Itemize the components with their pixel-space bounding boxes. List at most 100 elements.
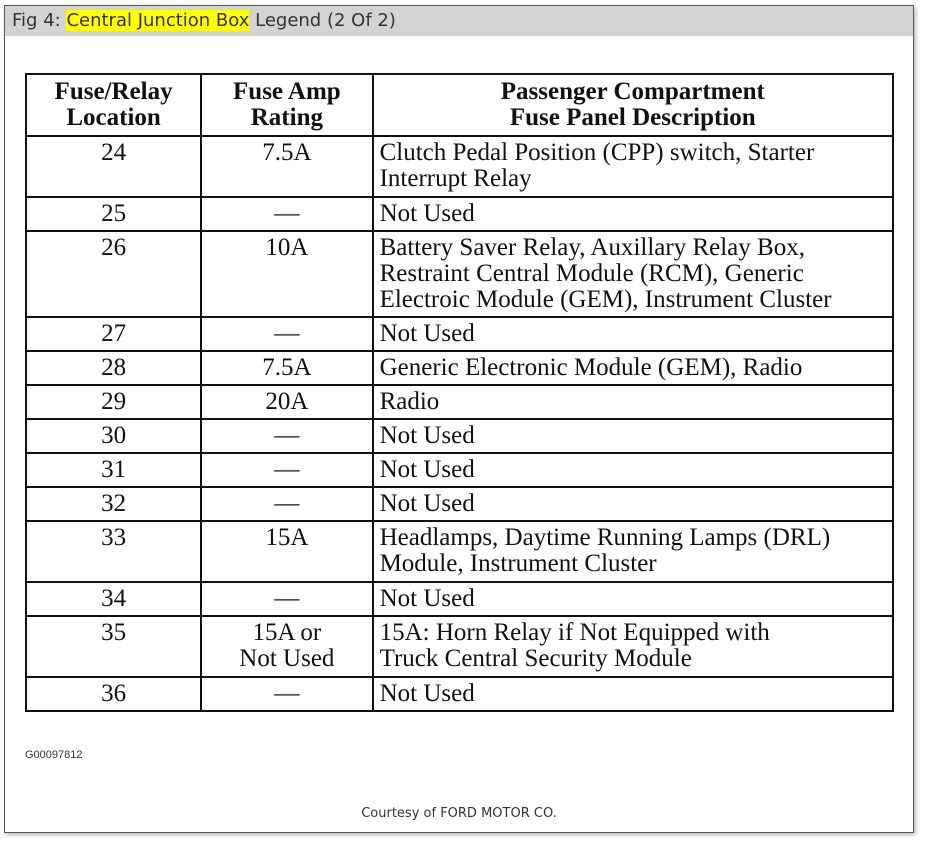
amp-cell: 7.5A: [200, 350, 374, 386]
description-cell: Clutch Pedal Position (CPP) switch, Star…: [371, 135, 895, 198]
amp-line: —: [274, 680, 300, 707]
location-cell: 29: [24, 384, 203, 420]
header-line: Passenger Compartment: [500, 78, 765, 105]
table-row: 25 — Not Used: [24, 196, 895, 232]
amp-line: 15A: [265, 524, 309, 551]
amp-cell: —: [200, 316, 374, 352]
amp-line: 20A: [265, 388, 309, 415]
description-line: Truck Central Security Module: [379, 645, 692, 672]
column-header: Fuse Amp Rating: [200, 73, 374, 137]
description-line: Clutch Pedal Position (CPP) switch, Star…: [379, 139, 815, 166]
description-cell: Not Used: [371, 676, 895, 712]
location-cell: 32: [24, 486, 203, 522]
location-cell: 31: [24, 452, 203, 488]
description-cell: Generic Electronic Module (GEM), Radio: [371, 350, 895, 386]
amp-cell: 15A or Not Used: [200, 615, 374, 678]
amp-cell: —: [200, 418, 374, 454]
figure-code: G00097812: [25, 749, 83, 761]
description-line: Interrupt Relay: [379, 165, 532, 192]
table-row: 27 — Not Used: [24, 316, 895, 352]
title-highlight: Central Junction Box: [66, 10, 250, 31]
title-prefix: Fig 4:: [12, 10, 67, 31]
amp-cell: —: [200, 196, 374, 232]
table-row: 24 7.5A Clutch Pedal Position (CPP) switch…: [24, 135, 895, 198]
description-cell: Battery Saver Relay, Auxillary Relay Box…: [371, 230, 895, 318]
description-line: Not Used: [379, 456, 475, 483]
description-cell: 15A: Horn Relay if Not Equipped with Truc…: [371, 615, 895, 678]
amp-line: —: [274, 320, 300, 347]
fuse-table: Fuse/Relay Location Fuse Amp Rating Passenge…: [24, 73, 895, 712]
header-line: Fuse Amp: [233, 78, 341, 105]
location-cell: 26: [24, 230, 203, 318]
description-line: Headlamps, Daytime Running Lamps (DRL): [379, 524, 831, 551]
description-line: Not Used: [379, 320, 475, 347]
column-header: Fuse/Relay Location: [24, 73, 203, 137]
amp-line: 15A or: [252, 619, 322, 646]
description-cell: Not Used: [371, 418, 895, 454]
location-cell: 28: [24, 350, 203, 386]
location-cell: 30: [24, 418, 203, 454]
courtesy-text: Courtesy of FORD MOTOR CO.: [361, 806, 557, 821]
amp-line: 10A: [265, 234, 309, 261]
description-line: Battery Saver Relay, Auxillary Relay Box…: [379, 234, 805, 261]
description-line: Module, Instrument Cluster: [379, 550, 657, 577]
column-header: Passenger Compartment Fuse Panel Descript…: [371, 73, 895, 137]
table-row: 29 20A Radio: [24, 384, 895, 420]
table-row: 31 — Not Used: [24, 452, 895, 488]
amp-cell: 7.5A: [200, 135, 374, 198]
amp-cell: 15A: [200, 520, 374, 583]
table-row: 30 — Not Used: [24, 418, 895, 454]
amp-line: —: [274, 200, 300, 227]
amp-cell: —: [200, 581, 374, 617]
description-line: 15A: Horn Relay if Not Equipped with: [379, 619, 770, 646]
table-row: 35 15A or Not Used 15A: Horn Relay if Not E…: [24, 615, 895, 678]
amp-line: Not Used: [239, 645, 335, 672]
description-cell: Radio: [371, 384, 895, 420]
amp-cell: —: [200, 452, 374, 488]
description-line: Radio: [379, 388, 440, 415]
amp-line: —: [274, 456, 300, 483]
table-row: 26 10A Battery Saver Relay, Auxillary Rela…: [24, 230, 895, 318]
amp-cell: —: [200, 486, 374, 522]
description-line: Not Used: [379, 200, 475, 227]
table-row: 33 15A Headlamps, Daytime Running Lamps (D…: [24, 520, 895, 583]
location-cell: 33: [24, 520, 203, 583]
figure-frame: Fig 4: Central Junction Box Legend (2 Of…: [4, 5, 914, 833]
amp-line: —: [274, 422, 300, 449]
description-cell: Not Used: [371, 486, 895, 522]
amp-cell: —: [200, 676, 374, 712]
amp-line: —: [274, 585, 300, 612]
location-cell: 36: [24, 676, 203, 712]
location-cell: 24: [24, 135, 203, 198]
description-line: Not Used: [379, 490, 475, 517]
table-header-row: Fuse/Relay Location Fuse Amp Rating Passenge…: [24, 73, 895, 137]
description-cell: Not Used: [371, 452, 895, 488]
table-row: 36 — Not Used: [24, 676, 895, 712]
amp-line: 7.5A: [262, 354, 312, 381]
amp-line: 7.5A: [262, 139, 312, 166]
figure-title: Fig 4: Central Junction Box Legend (2 Of…: [5, 6, 913, 36]
description-line: Restraint Central Module (RCM), Generic: [379, 260, 804, 287]
header-line: Fuse Panel Description: [509, 104, 756, 131]
amp-cell: 10A: [200, 230, 374, 318]
description-line: Electroic Module (GEM), Instrument Clust…: [379, 286, 832, 313]
location-cell: 27: [24, 316, 203, 352]
description-line: Generic Electronic Module (GEM), Radio: [379, 354, 803, 381]
description-cell: Not Used: [371, 196, 895, 232]
amp-line: —: [274, 490, 300, 517]
description-cell: Not Used: [371, 316, 895, 352]
description-line: Not Used: [379, 680, 475, 707]
header-line: Location: [66, 104, 161, 131]
table-row: 32 — Not Used: [24, 486, 895, 522]
table-row: 34 — Not Used: [24, 581, 895, 617]
table-row: 28 7.5A Generic Electronic Module (GEM), R…: [24, 350, 895, 386]
description-cell: Headlamps, Daytime Running Lamps (DRL) Mo…: [371, 520, 895, 583]
location-cell: 34: [24, 581, 203, 617]
location-cell: 35: [24, 615, 203, 678]
amp-cell: 20A: [200, 384, 374, 420]
title-suffix: Legend (2 Of 2): [249, 10, 396, 31]
header-line: Fuse/Relay: [54, 78, 173, 105]
location-cell: 25: [24, 196, 203, 232]
description-line: Not Used: [379, 422, 475, 449]
header-line: Rating: [250, 104, 323, 131]
